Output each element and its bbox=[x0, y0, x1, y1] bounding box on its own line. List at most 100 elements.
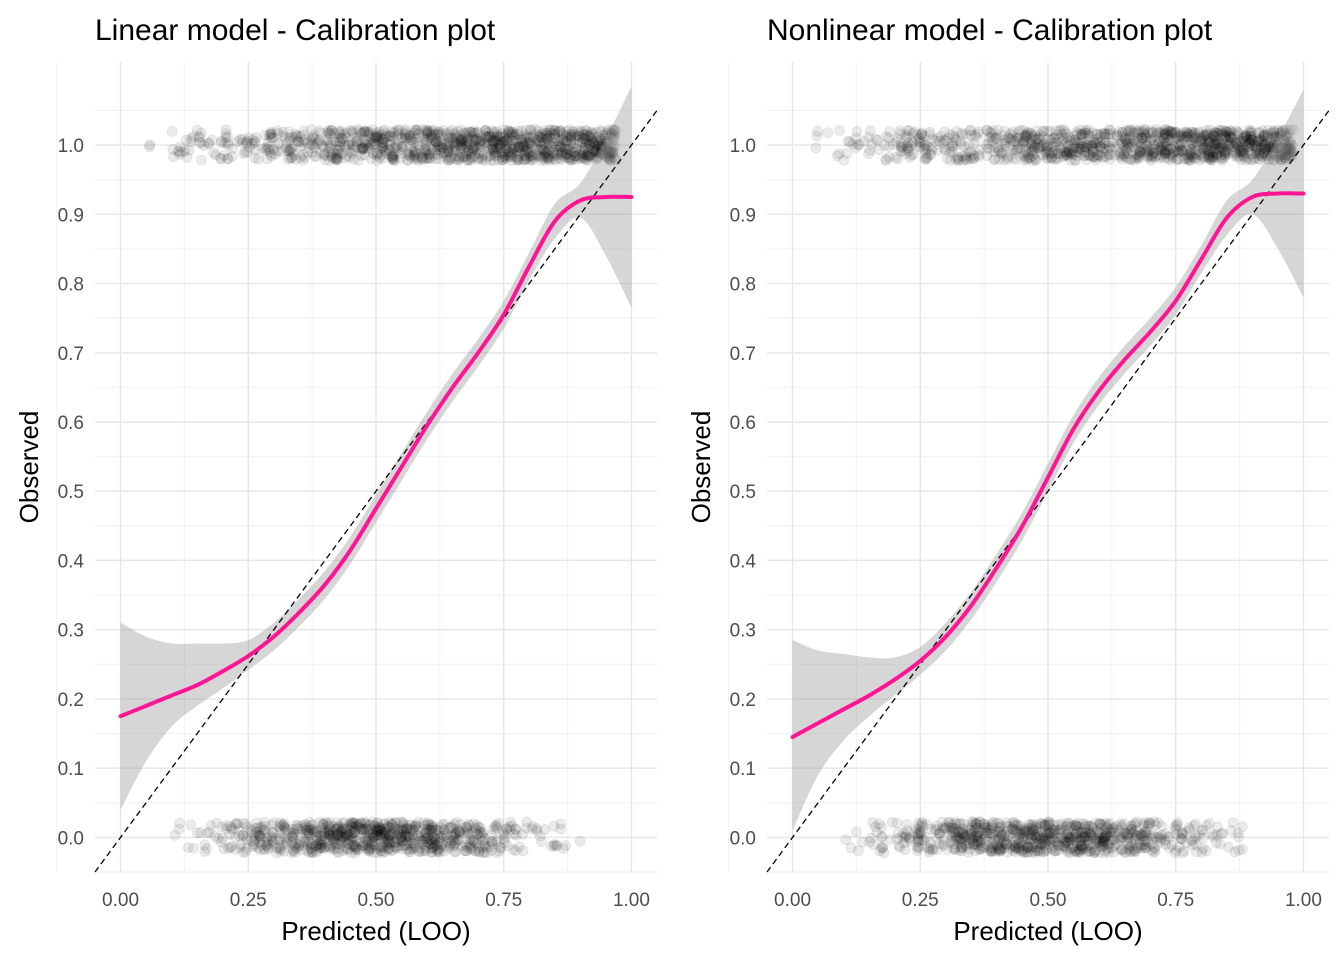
point-observed-1 bbox=[362, 126, 374, 138]
point-observed-1 bbox=[542, 133, 553, 145]
point-observed-1 bbox=[525, 138, 537, 150]
point-observed-1 bbox=[494, 141, 506, 153]
point-observed-1 bbox=[215, 152, 227, 164]
point-observed-1 bbox=[584, 131, 596, 142]
point-observed-1 bbox=[1175, 130, 1187, 142]
y-tick-label: 0.4 bbox=[58, 551, 85, 572]
point-observed-1 bbox=[325, 139, 337, 151]
point-observed-1 bbox=[357, 143, 368, 154]
point-observed-1 bbox=[402, 155, 414, 167]
point-observed-0 bbox=[1176, 828, 1188, 840]
point-observed-1 bbox=[952, 152, 964, 164]
point-observed-1 bbox=[286, 146, 298, 158]
point-observed-1 bbox=[584, 130, 596, 142]
point-observed-1 bbox=[290, 154, 302, 165]
point-observed-1 bbox=[296, 140, 308, 152]
point-observed-1 bbox=[195, 127, 207, 139]
point-observed-1 bbox=[555, 142, 566, 154]
point-observed-1 bbox=[601, 152, 613, 164]
point-observed-1 bbox=[598, 135, 610, 147]
point-observed-1 bbox=[549, 124, 561, 136]
point-observed-1 bbox=[561, 148, 573, 160]
point-observed-1 bbox=[595, 143, 607, 155]
point-observed-1 bbox=[556, 154, 568, 165]
point-observed-1 bbox=[194, 137, 205, 149]
point-observed-1 bbox=[578, 142, 590, 154]
point-observed-1 bbox=[487, 141, 499, 153]
point-observed-1 bbox=[298, 136, 310, 148]
point-observed-1 bbox=[295, 152, 307, 163]
point-observed-1 bbox=[587, 135, 599, 147]
y-axis-title: Observed bbox=[686, 411, 716, 524]
point-observed-1 bbox=[319, 154, 331, 166]
point-observed-1 bbox=[518, 139, 530, 151]
point-observed-0 bbox=[410, 819, 422, 831]
point-observed-1 bbox=[558, 148, 570, 160]
point-observed-0 bbox=[1171, 819, 1182, 831]
point-observed-1 bbox=[317, 141, 329, 153]
point-observed-1 bbox=[462, 147, 474, 159]
point-observed-1 bbox=[386, 153, 398, 165]
point-observed-1 bbox=[471, 127, 483, 139]
point-observed-1 bbox=[488, 135, 499, 147]
point-observed-1 bbox=[607, 146, 619, 158]
point-observed-1 bbox=[1111, 131, 1123, 143]
point-observed-1 bbox=[602, 141, 613, 152]
point-observed-1 bbox=[194, 131, 206, 143]
point-observed-0 bbox=[501, 823, 513, 835]
point-observed-1 bbox=[502, 145, 514, 157]
point-observed-1 bbox=[332, 153, 344, 165]
point-observed-1 bbox=[588, 136, 600, 148]
x-tick-label: 0.25 bbox=[230, 890, 267, 911]
point-observed-1 bbox=[322, 135, 334, 146]
point-observed-1 bbox=[353, 125, 365, 137]
point-observed-1 bbox=[473, 135, 485, 147]
point-observed-1 bbox=[520, 140, 532, 152]
point-observed-1 bbox=[551, 147, 563, 159]
point-observed-0 bbox=[289, 839, 300, 851]
point-observed-1 bbox=[520, 146, 532, 158]
point-observed-1 bbox=[334, 136, 346, 148]
point-observed-1 bbox=[443, 137, 455, 149]
point-observed-1 bbox=[543, 143, 555, 155]
point-observed-1 bbox=[584, 138, 596, 150]
point-observed-1 bbox=[586, 151, 598, 163]
point-observed-1 bbox=[553, 138, 565, 150]
point-observed-1 bbox=[573, 125, 584, 137]
point-observed-1 bbox=[505, 126, 517, 138]
point-observed-1 bbox=[590, 145, 602, 157]
point-observed-1 bbox=[397, 140, 409, 152]
point-observed-1 bbox=[330, 136, 342, 148]
point-observed-1 bbox=[336, 147, 348, 159]
point-observed-1 bbox=[410, 133, 422, 144]
point-observed-1 bbox=[359, 149, 371, 161]
point-observed-1 bbox=[540, 127, 552, 139]
point-observed-1 bbox=[470, 134, 482, 146]
point-observed-1 bbox=[591, 151, 603, 163]
point-observed-1 bbox=[1254, 154, 1266, 165]
point-observed-1 bbox=[326, 148, 338, 160]
point-observed-1 bbox=[359, 133, 371, 145]
point-observed-1 bbox=[312, 137, 324, 149]
point-observed-1 bbox=[579, 142, 591, 154]
point-observed-1 bbox=[266, 129, 278, 140]
point-observed-1 bbox=[220, 132, 232, 143]
x-axis-title: Predicted (LOO) bbox=[953, 916, 1142, 946]
point-observed-1 bbox=[203, 137, 215, 149]
point-observed-1 bbox=[356, 143, 367, 155]
point-observed-1 bbox=[523, 138, 535, 149]
point-observed-1 bbox=[376, 129, 388, 141]
point-observed-1 bbox=[370, 127, 382, 139]
point-observed-1 bbox=[540, 133, 552, 144]
point-observed-1 bbox=[569, 146, 581, 158]
point-observed-1 bbox=[277, 130, 289, 142]
point-observed-1 bbox=[478, 130, 490, 142]
point-observed-1 bbox=[411, 153, 423, 165]
point-observed-1 bbox=[460, 147, 472, 159]
point-observed-1 bbox=[442, 132, 454, 144]
point-observed-1 bbox=[401, 154, 413, 166]
point-observed-1 bbox=[333, 144, 345, 156]
point-observed-0 bbox=[387, 844, 399, 856]
point-observed-0 bbox=[1122, 836, 1133, 848]
point-observed-0 bbox=[371, 826, 383, 838]
